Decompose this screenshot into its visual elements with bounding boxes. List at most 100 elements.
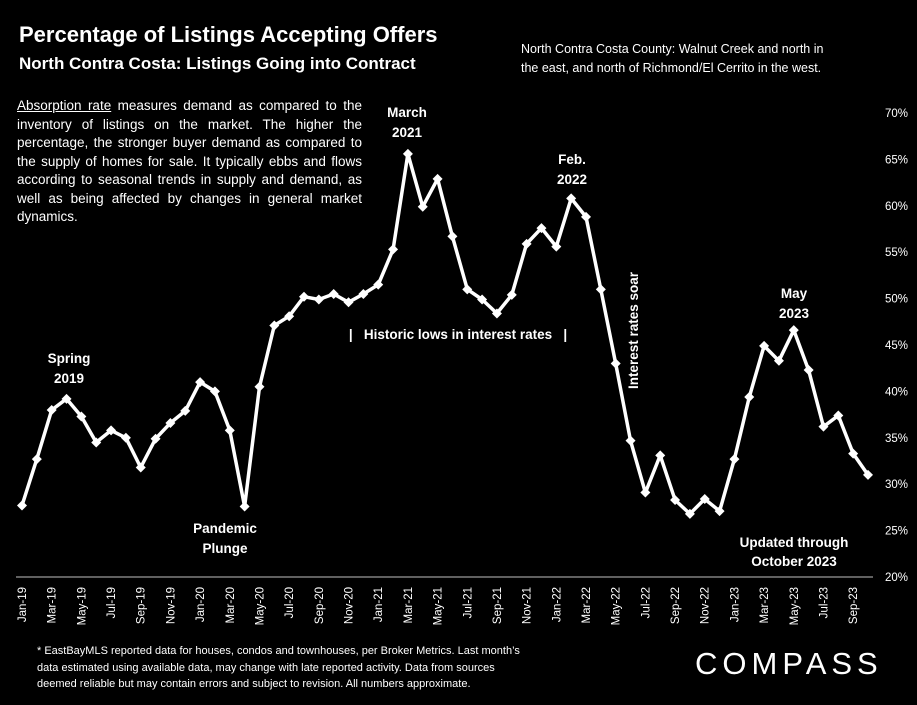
data-point	[447, 231, 458, 242]
x-tick-label: Jul-19	[106, 587, 118, 618]
annotation-feb-2022-line1: Feb.	[558, 152, 586, 167]
data-point	[462, 284, 473, 295]
absorption-rate-text: measures demand as compared to the inven…	[17, 98, 362, 224]
data-point	[180, 405, 191, 416]
y-tick-label: 50%	[885, 294, 908, 306]
data-point	[269, 320, 280, 331]
absorption-rate-description: Absorption rate measures demand as compa…	[17, 97, 362, 227]
annotation-historic-lows: | Historic lows in interest rates |	[349, 327, 567, 342]
x-tick-label: Sep-20	[314, 587, 326, 624]
data-point	[254, 381, 265, 392]
footnote-line-3: deemed reliable but may contain errors a…	[37, 678, 471, 690]
data-point	[848, 448, 859, 459]
x-tick-label: Jan-21	[373, 587, 385, 622]
x-tick-label: Jul-22	[640, 587, 652, 618]
data-point	[595, 284, 606, 295]
x-tick-label: Jul-20	[284, 587, 296, 618]
data-point	[17, 500, 27, 511]
x-tick-label: Mar-19	[47, 587, 59, 623]
data-point	[773, 355, 784, 366]
y-tick-label: 20%	[885, 572, 908, 584]
chart-axes: 20% 25% 30% 35% 40% 45% 50% 55% 60% 65% 70% Jan-19 M…	[16, 108, 908, 625]
data-point	[120, 432, 131, 443]
x-tick-label: Jan-19	[17, 587, 29, 622]
data-point	[863, 469, 873, 480]
data-point	[313, 294, 324, 305]
compass-logo: COMPASS	[695, 646, 883, 681]
x-tick-label: Sep-22	[670, 587, 682, 624]
x-tick-label: Jan-20	[195, 587, 207, 622]
data-point	[655, 450, 666, 461]
data-point	[165, 417, 176, 428]
data-point	[759, 340, 770, 351]
x-tick-label: Mar-21	[403, 587, 415, 623]
data-point	[46, 404, 57, 415]
data-point	[477, 294, 488, 305]
data-point	[343, 297, 354, 308]
annotation-pandemic-line1: Pandemic	[193, 521, 257, 536]
chart-title: Percentage of Listings Accepting Offers	[19, 22, 438, 47]
x-tick-label: May-19	[76, 587, 88, 625]
data-point	[566, 193, 577, 204]
data-point	[135, 462, 146, 473]
data-point	[432, 173, 443, 184]
x-tick-label: Nov-20	[344, 587, 356, 624]
data-point	[224, 425, 235, 436]
data-point	[536, 223, 547, 234]
annotation-march-2021-line1: March	[387, 105, 427, 120]
y-tick-label: 45%	[885, 340, 908, 352]
annotation-pandemic-line2: Plunge	[202, 541, 247, 556]
x-tick-label: Nov-21	[522, 587, 534, 624]
data-point	[358, 288, 369, 299]
y-tick-label: 40%	[885, 386, 908, 398]
x-tick-label: May-22	[611, 587, 623, 625]
data-point	[491, 308, 502, 319]
x-tick-label: Jan-22	[551, 587, 563, 622]
data-point	[209, 386, 220, 397]
x-tick-label: Nov-19	[165, 587, 177, 624]
data-point	[284, 311, 295, 322]
chart-subtitle: North Contra Costa: Listings Going into …	[19, 54, 416, 73]
data-point	[506, 289, 517, 300]
x-tick-label: Sep-19	[136, 587, 148, 624]
annotation-layer: Spring 2019 Pandemic Plunge March 2021 F…	[48, 105, 849, 569]
annotation-may-2023-line2: 2023	[779, 306, 810, 321]
y-tick-label: 35%	[885, 433, 908, 445]
data-point	[402, 148, 413, 159]
data-point	[581, 211, 591, 222]
x-tick-label: Mar-22	[581, 587, 593, 623]
data-point	[106, 425, 117, 436]
x-tick-label: May-23	[789, 587, 801, 625]
data-point	[417, 201, 428, 212]
data-point	[625, 435, 636, 446]
data-point	[833, 410, 844, 421]
data-point	[788, 325, 799, 336]
data-point	[699, 494, 710, 505]
series-layer	[17, 148, 873, 519]
data-point	[521, 238, 532, 249]
data-point	[91, 437, 102, 448]
x-tick-label: May-21	[433, 587, 445, 625]
data-point	[61, 393, 72, 404]
annotation-updated-line1: Updated through	[740, 535, 849, 550]
y-tick-label: 55%	[885, 247, 908, 259]
data-point	[551, 241, 562, 252]
data-point	[195, 377, 206, 388]
data-point	[729, 454, 740, 465]
y-tick-label: 60%	[885, 201, 908, 213]
annotation-interest-rates-soar: Interest rates soar	[626, 271, 641, 389]
x-tick-label: Nov-22	[700, 587, 712, 624]
data-point	[373, 279, 384, 290]
absorption-rate-term: Absorption rate	[17, 98, 112, 113]
annotation-feb-2022-line2: 2022	[557, 172, 587, 187]
annotation-march-2021-line2: 2021	[392, 125, 423, 140]
data-point	[714, 506, 725, 517]
series-line	[20, 152, 870, 516]
data-point	[239, 501, 250, 512]
x-tick-label: Jan-23	[729, 587, 741, 622]
footnote-line-2: data estimated using available data, may…	[37, 661, 495, 674]
region-note-line-2: the east, and north of Richmond/El Cerri…	[521, 61, 822, 75]
x-tick-label: Sep-21	[492, 587, 504, 624]
y-tick-label: 70%	[885, 108, 908, 120]
source-footnote: * EastBayMLS reported data for houses, c…	[37, 643, 592, 693]
